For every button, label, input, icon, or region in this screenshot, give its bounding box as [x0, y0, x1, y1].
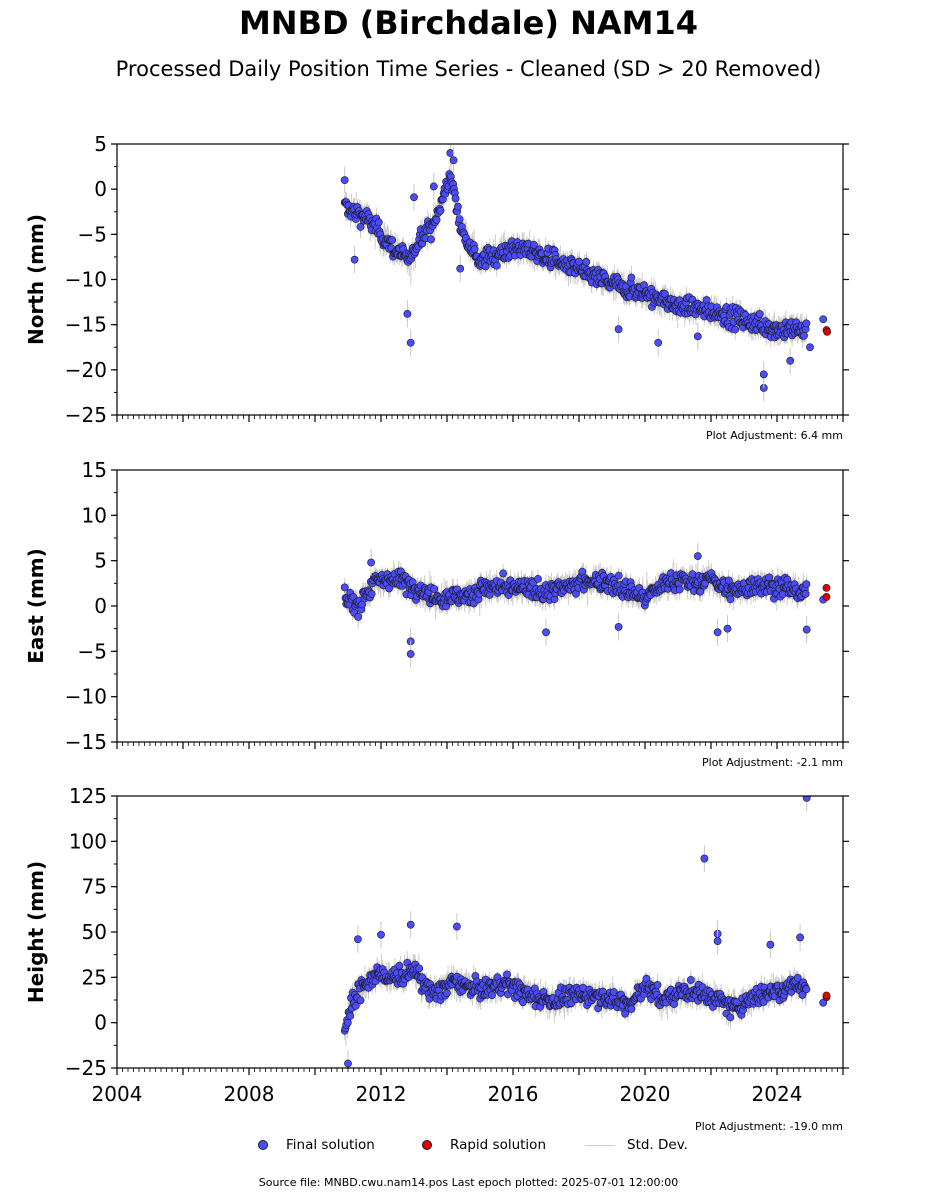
final-point [374, 218, 383, 227]
final-outlier-point [410, 193, 418, 202]
final-point [499, 569, 507, 578]
final-outlier-point [654, 338, 663, 347]
final-point [731, 325, 740, 334]
final-point [436, 206, 445, 215]
final-outlier-point [367, 558, 375, 567]
final-outlier-point [614, 325, 623, 334]
plot-area-east [340, 542, 831, 668]
final-point [806, 343, 814, 352]
plot-adjustment-note: Plot Adjustment: 6.4 mm [706, 429, 843, 442]
final-point [451, 194, 460, 203]
final-point [454, 202, 462, 211]
final-outlier-point [723, 624, 732, 633]
final-point [726, 595, 735, 604]
final-point [675, 585, 684, 594]
final-point [755, 310, 764, 318]
final-point [432, 216, 441, 224]
y-tick-label: −15 [65, 730, 107, 754]
final-point [614, 571, 623, 580]
final-point [492, 261, 501, 270]
axes-frame-north [116, 143, 844, 416]
final-point [385, 584, 393, 593]
final-outlier-point [693, 332, 702, 341]
final-point [455, 215, 464, 224]
final-point [582, 257, 591, 266]
y-tick-label: −10 [65, 685, 107, 709]
page-title: MNBD (Birchdale) NAM14 [238, 4, 699, 42]
final-point [367, 590, 376, 598]
y-tick-label: 15 [82, 458, 107, 482]
final-outlier-point [406, 650, 415, 658]
final-outlier-point [350, 255, 359, 264]
final-outlier-point [446, 149, 455, 157]
final-outlier-point [340, 176, 349, 185]
final-outlier-point [614, 622, 623, 631]
plot-area-north [340, 144, 832, 402]
y-tick-label: −5 [78, 639, 107, 663]
y-tick-label: 10 [82, 503, 107, 527]
final-points-east [340, 542, 828, 668]
final-outlier-point [786, 356, 795, 365]
final-point [430, 585, 439, 593]
final-point [802, 319, 811, 328]
rapid-points-north [822, 326, 832, 336]
final-outlier-point [542, 628, 550, 637]
y-tick-label: 5 [94, 132, 107, 156]
final-point [819, 315, 828, 324]
final-point [688, 570, 697, 579]
final-outlier-point [802, 625, 811, 634]
final-point [388, 236, 397, 244]
final-point [724, 576, 733, 585]
final-outlier-point [406, 338, 415, 347]
final-point [427, 235, 435, 244]
final-point [627, 273, 636, 282]
final-outlier-point [429, 182, 438, 191]
y-tick-label: −20 [65, 358, 107, 382]
final-outlier-point [449, 156, 458, 165]
final-point [534, 574, 542, 583]
final-point [802, 580, 811, 589]
y-tick-label: 0 [94, 177, 107, 201]
y-tick-label: −5 [78, 222, 107, 246]
y-axis-label: North (mm) [24, 214, 48, 345]
final-point [354, 612, 363, 621]
y-tick-label: −25 [65, 403, 107, 427]
final-points-north [340, 144, 828, 402]
y-tick-label: 0 [94, 594, 107, 618]
final-outlier-point [456, 264, 465, 273]
y-tick-label: 5 [94, 549, 107, 573]
rapid-points-east [822, 583, 831, 601]
final-outlier-point [759, 370, 768, 379]
panel-north: 5 0 −5 −10 −15 −20 −25 North (mm) Plot Adjustmen… [24, 132, 849, 442]
final-point [340, 583, 349, 592]
final-point [801, 589, 810, 598]
final-outlier-point [403, 309, 412, 318]
page-subtitle: Processed Daily Position Time Series - C… [115, 57, 822, 81]
final-outlier-point [713, 628, 722, 637]
y-tick-label: −15 [65, 313, 107, 337]
final-point [356, 222, 365, 231]
rapid-point [822, 583, 831, 592]
rapid-point [822, 593, 831, 601]
final-outlier-point [693, 552, 702, 561]
final-point [470, 245, 479, 254]
rapid-point [823, 327, 832, 336]
final-point [800, 331, 808, 340]
y-tick-label: −10 [65, 268, 107, 292]
